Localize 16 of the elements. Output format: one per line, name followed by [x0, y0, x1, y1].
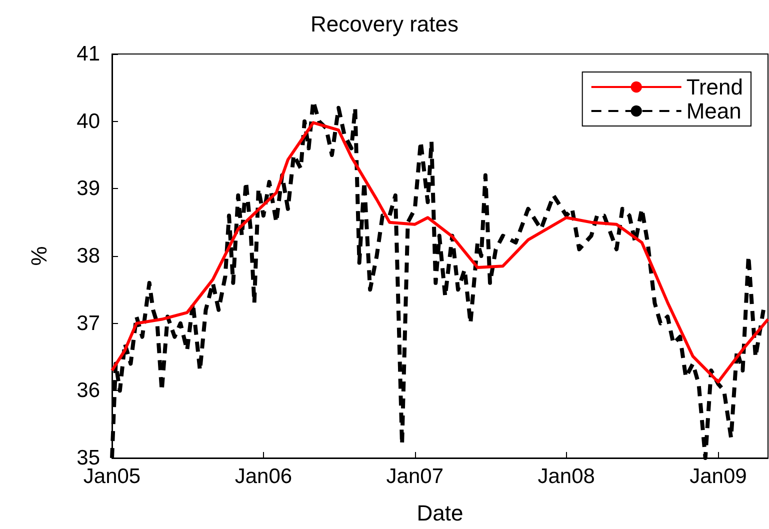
- y-tick-label: 40: [76, 110, 100, 133]
- y-tick-label: 39: [76, 177, 100, 200]
- x-tick-label: Jan08: [538, 465, 595, 488]
- x-tick-label: Jan09: [690, 465, 747, 488]
- legend-label: Trend: [686, 74, 743, 100]
- y-tick-label: 37: [76, 312, 100, 335]
- y-tick-label: 38: [76, 244, 100, 268]
- x-tick-label: Jan06: [234, 465, 292, 488]
- y-tick-label: 41: [76, 42, 100, 66]
- legend-label: Mean: [686, 98, 742, 124]
- x-axis-title: Date: [416, 500, 464, 526]
- y-tick-label: 36: [76, 379, 100, 402]
- x-tick-label: Jan07: [386, 465, 444, 488]
- line-series: [110, 121, 769, 384]
- chart-title: Recovery rates: [310, 12, 458, 36]
- y-axis-title: %: [26, 246, 52, 266]
